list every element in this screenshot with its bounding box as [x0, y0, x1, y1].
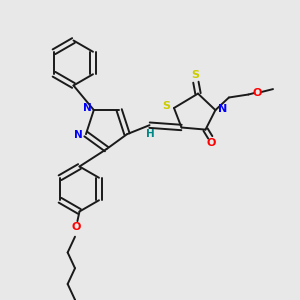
Text: O: O	[253, 88, 262, 98]
Text: S: S	[191, 70, 199, 80]
Text: O: O	[206, 138, 216, 148]
Text: H: H	[146, 129, 155, 139]
Text: S: S	[162, 101, 170, 111]
Text: N: N	[218, 104, 227, 115]
Text: N: N	[83, 103, 92, 112]
Text: N: N	[74, 130, 83, 140]
Text: O: O	[72, 222, 81, 232]
